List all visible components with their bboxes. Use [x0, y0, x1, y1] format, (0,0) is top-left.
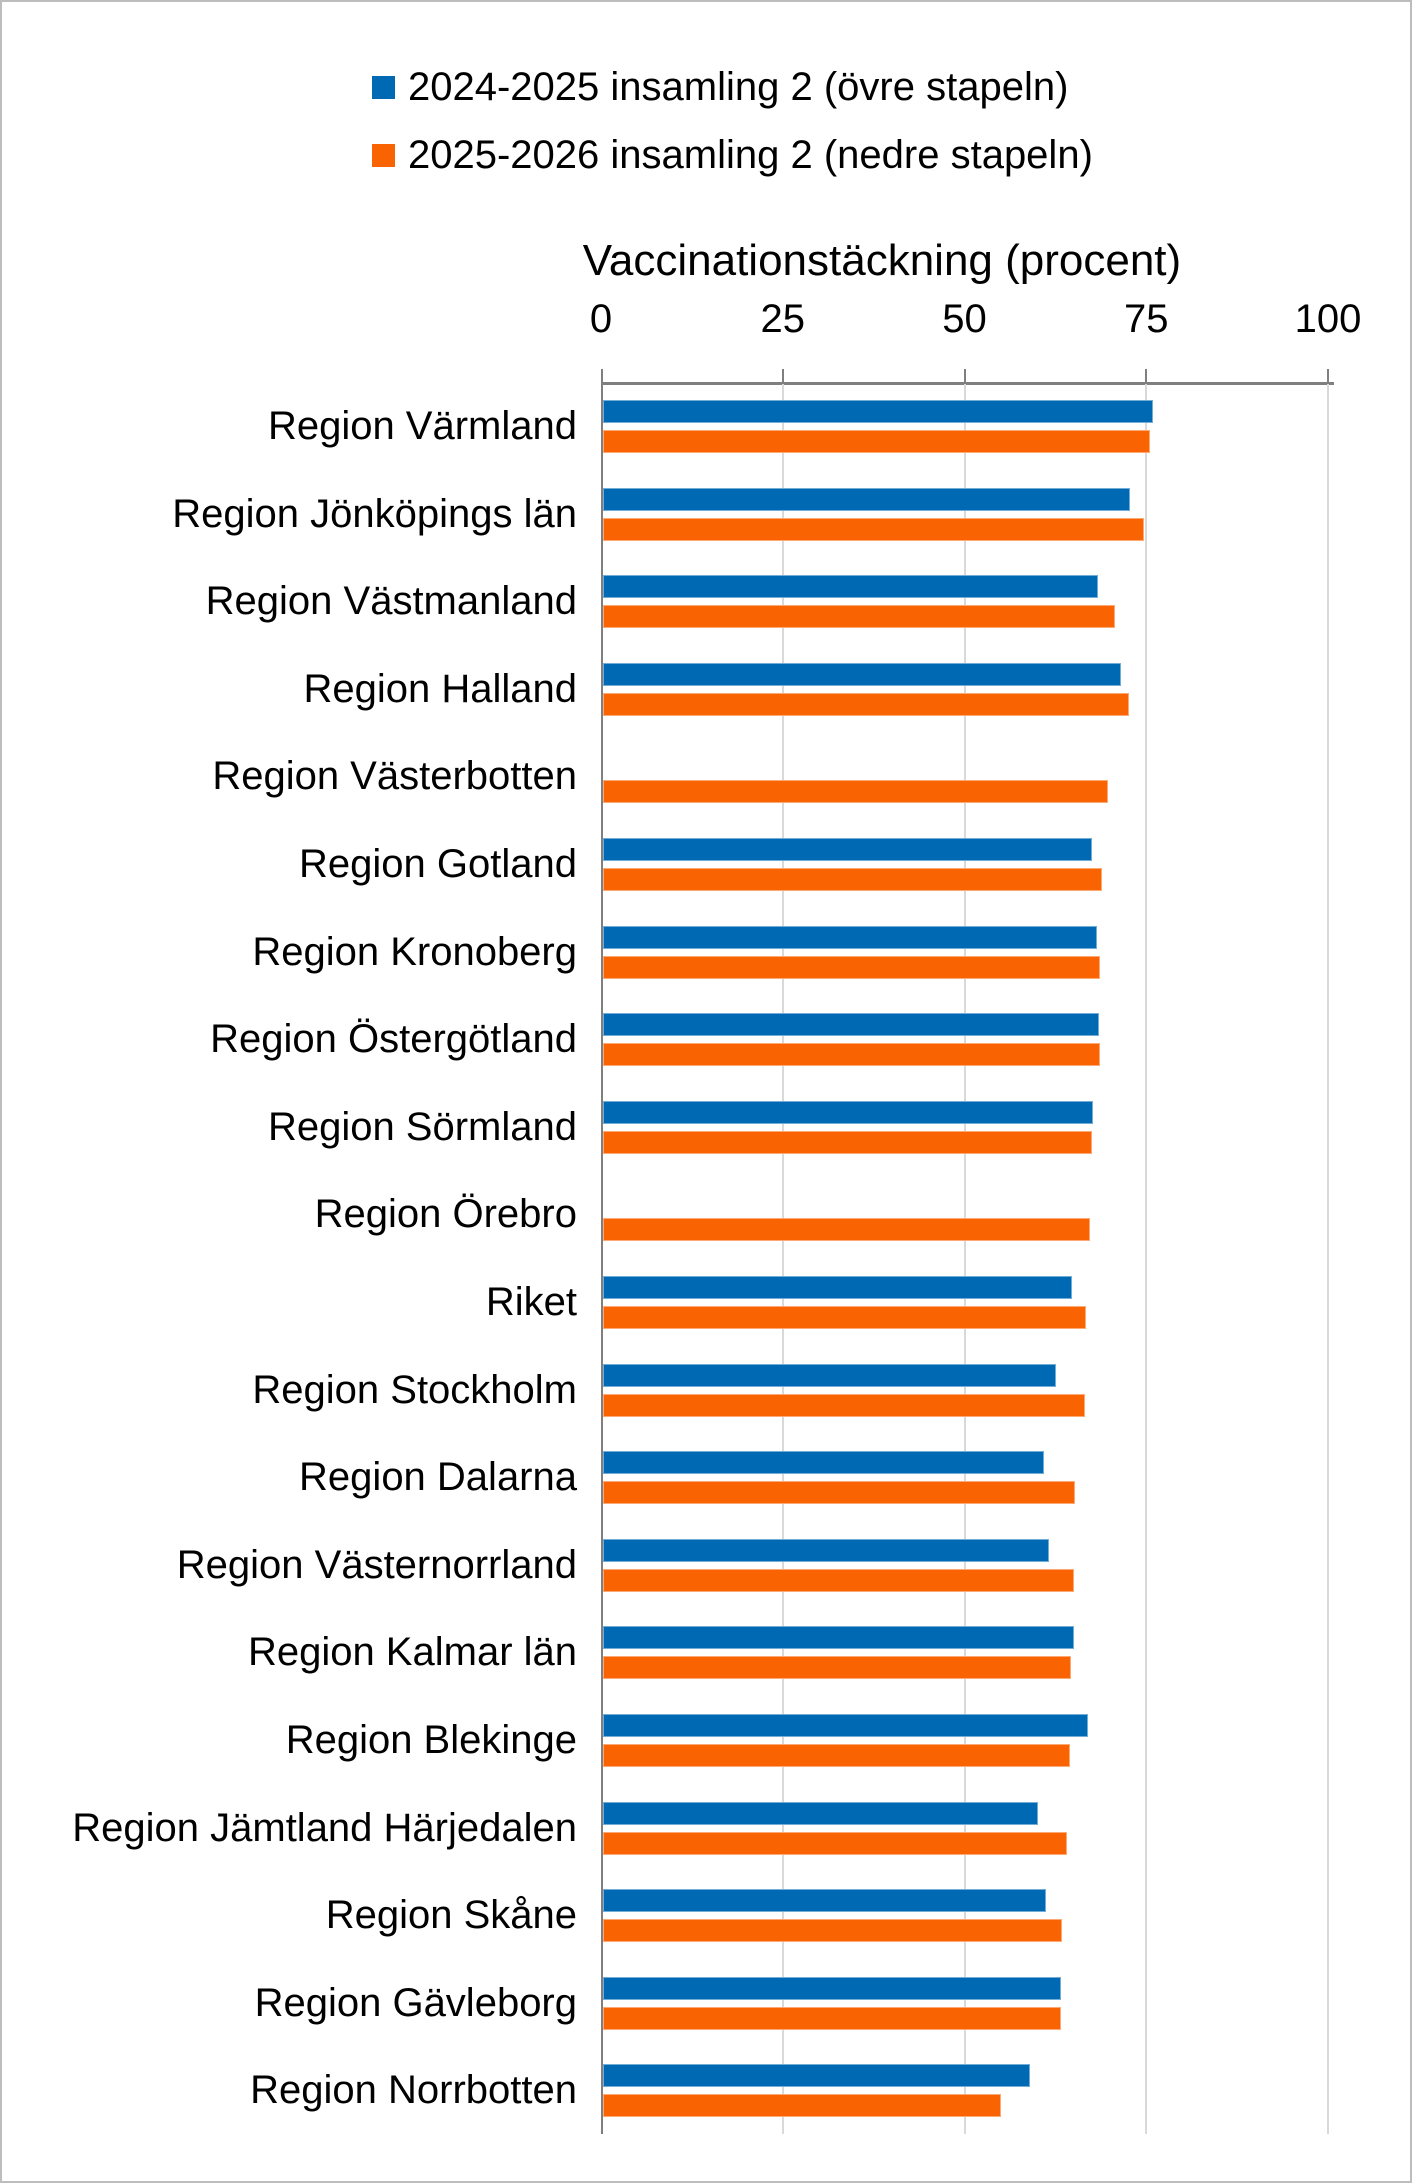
x-axis-tick-label: 0: [589, 297, 613, 341]
bar-2024-2025: [603, 1276, 1072, 1299]
bar-2025-2026: [603, 1656, 1072, 1680]
category-label: Region Stockholm: [252, 1367, 577, 1412]
legend-swatch-orange-icon: [372, 144, 395, 167]
bar-2024-2025: [603, 1801, 1039, 1825]
x-axis-tick-mark: [963, 369, 966, 382]
bar-2025-2026: [603, 1306, 1087, 1329]
category-label: Region Örebro: [314, 1192, 577, 1237]
x-axis-tick-label: 50: [942, 297, 987, 341]
bar-2025-2026: [603, 517, 1144, 541]
category-label: Region Jämtland Härjedalen: [72, 1805, 577, 1850]
bar-2025-2026: [603, 780, 1108, 804]
bar-2025-2026: [603, 1393, 1085, 1417]
bar-2025-2026: [603, 1831, 1067, 1855]
bar-2025-2026: [603, 1568, 1075, 1592]
bar-2025-2026: [603, 1218, 1091, 1242]
x-axis-tick-label: 100: [1294, 297, 1362, 341]
category-label: Region Gotland: [299, 842, 577, 886]
legend-label-2025-2026: 2025-2026 insamling 2 (nedre stapeln): [408, 133, 1093, 177]
category-label: Region Kalmar län: [247, 1630, 577, 1675]
bar-2025-2026: [603, 1481, 1075, 1505]
legend-swatch-blue-icon: [372, 76, 395, 99]
category-label: Region Kronoberg: [252, 929, 577, 974]
y-axis-line: [601, 369, 603, 2134]
bar-2024-2025: [603, 662, 1121, 686]
bar-2025-2026: [603, 2006, 1061, 2030]
category-label: Region Värmland: [267, 404, 577, 448]
x-axis-tick-label: 25: [760, 297, 806, 341]
gridline: [1145, 384, 1148, 2134]
axis-title: Vaccinationstäckning (procent): [582, 236, 1182, 285]
category-label: Riket: [485, 1280, 577, 1324]
bar-2025-2026: [603, 868, 1103, 891]
bar-2025-2026: [603, 605, 1115, 629]
bar-2024-2025: [603, 1100, 1093, 1124]
bar-2025-2026: [603, 1744, 1070, 1767]
bar-2024-2025: [603, 1363, 1056, 1387]
bar-2024-2025: [603, 1976, 1061, 2000]
x-axis-tick-mark: [781, 369, 784, 382]
bar-2024-2025: [603, 2064, 1031, 2088]
category-label: Region Blekinge: [285, 1718, 577, 1762]
category-label: Region Sörmland: [267, 1104, 577, 1149]
bar-2025-2026: [603, 1130, 1092, 1154]
legend-item-2024-2025: 2024-2025 insamling 2 (övre stapeln): [372, 64, 1068, 111]
bar-2024-2025: [603, 1451, 1044, 1475]
category-label: Region Västmanland: [205, 579, 577, 624]
x-axis-tick-label: 75: [1124, 297, 1169, 341]
bar-2024-2025: [603, 1889, 1047, 1913]
x-axis-line: [601, 382, 1334, 385]
gridline: [963, 384, 966, 2134]
category-label: Region Östergötland: [210, 1017, 577, 1062]
bar-2025-2026: [603, 692, 1130, 716]
bar-2024-2025: [603, 1538, 1049, 1562]
bar-2024-2025: [603, 400, 1154, 423]
bar-2024-2025: [603, 1714, 1088, 1737]
category-label: Region Jönköpings län: [172, 491, 577, 536]
bar-2024-2025: [603, 925, 1097, 949]
category-label: Region Västerbotten: [212, 754, 577, 799]
bar-2024-2025: [603, 1626, 1075, 1650]
x-axis-tick-mark: [601, 369, 603, 382]
bar-2024-2025: [603, 838, 1093, 861]
bar-2025-2026: [603, 1919, 1062, 1943]
category-label: Region Gävleborg: [254, 1980, 577, 2025]
gridline: [1327, 384, 1329, 2134]
category-labels: Region Värmland Region Jönköpings län Regi…: [2, 382, 577, 2134]
bar-2025-2026: [603, 1043, 1101, 1067]
legend-label-2024-2025: 2024-2025 insamling 2 (övre stapeln): [408, 65, 1069, 109]
plot-area: [601, 369, 1334, 2134]
category-label: Region Halland: [303, 666, 577, 711]
x-axis-tick-mark: [1145, 369, 1148, 382]
bar-2024-2025: [603, 487, 1131, 511]
category-label: Region Skåne: [325, 1893, 577, 1938]
bar-2025-2026: [603, 2094, 1002, 2118]
category-label: Region Dalarna: [299, 1455, 577, 1500]
category-label: Region Västernorrland: [176, 1542, 577, 1587]
x-axis-tick-mark: [1327, 369, 1329, 382]
gridline: [781, 384, 784, 2134]
bar-2024-2025: [603, 575, 1099, 599]
bar-2025-2026: [603, 955, 1101, 979]
bar-2024-2025: [603, 1013, 1099, 1037]
bar-2025-2026: [603, 430, 1150, 453]
category-label: Region Norrbotten: [250, 2068, 577, 2113]
legend-item-2025-2026: 2025-2026 insamling 2 (nedre stapeln): [372, 132, 1093, 179]
